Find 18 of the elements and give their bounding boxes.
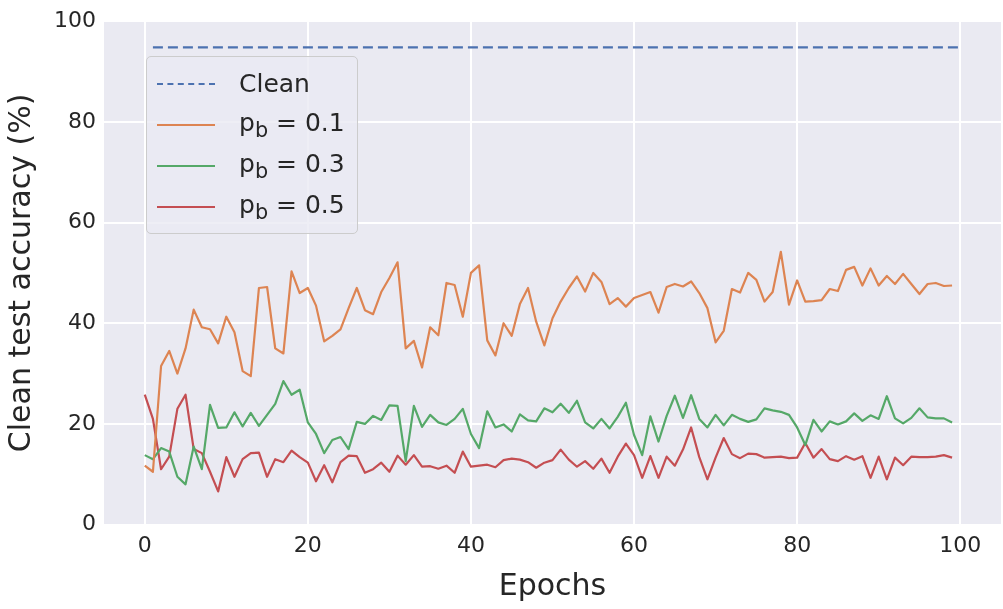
y-tick-label: 100 [53,6,96,32]
x-tick-label: 80 [783,531,812,557]
y-axis-title: Clean test accuracy (%) [1,93,37,453]
y-tick-label: 0 [81,510,96,536]
legend-label: p$_{b}$ = 0.5 [239,189,345,224]
x-tick-label: 40 [456,531,485,557]
legend-label: Clean [239,69,310,98]
x-tick-label: 20 [293,531,322,557]
legend-label: p$_{b}$ = 0.3 [239,148,345,183]
x-tick-label: 100 [939,531,982,557]
x-axis-title: Epochs [498,566,607,602]
legend-label: p$_{b}$ = 0.1 [239,107,345,142]
x-tick-label: 0 [137,531,152,557]
y-tick-label: 60 [67,208,96,234]
x-tick-label: 60 [620,531,649,557]
y-tick-label: 20 [67,409,96,435]
y-tick-label: 40 [67,308,96,334]
y-tick-label: 80 [67,107,96,133]
